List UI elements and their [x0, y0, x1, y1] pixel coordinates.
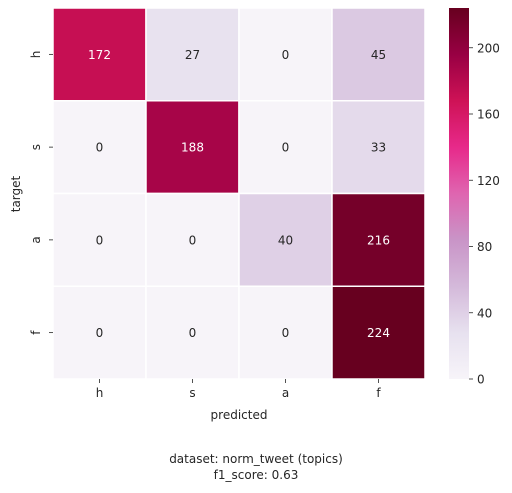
colorbar-tick-label-40: 40	[477, 306, 492, 320]
x-tick-label-s: s	[189, 386, 195, 400]
y-tick-label-f: f	[29, 330, 43, 335]
cell-value-s-s: 188	[181, 141, 204, 155]
y-axis-ticks: h s a f	[29, 51, 53, 335]
cell-value-s-f: 33	[371, 141, 386, 155]
cell-a-f	[331, 192, 426, 287]
cell-value-a-a: 40	[278, 233, 293, 247]
cell-h-s	[145, 7, 240, 102]
cell-value-f-s: 0	[189, 326, 197, 340]
y-tick-label-h: h	[29, 51, 43, 59]
cell-value-a-h: 0	[96, 233, 104, 247]
caption-dataset: dataset: norm_tweet (topics)	[169, 452, 343, 466]
cell-value-a-s: 0	[189, 233, 197, 247]
cell-value-h-s: 27	[185, 48, 200, 62]
cell-s-f	[331, 100, 426, 195]
heatmap-annotations: 172 27 0 45 0 188 0 33 0 0 40 216 0 0 0 224	[88, 48, 390, 340]
colorbar-tick-label-80: 80	[477, 240, 492, 254]
colorbar-tick-label-0: 0	[477, 373, 485, 387]
heatmap-cells	[52, 7, 426, 380]
cell-value-a-f: 216	[367, 233, 390, 247]
cell-value-f-h: 0	[96, 326, 104, 340]
y-tick-label-a: a	[29, 236, 43, 243]
cell-s-s	[145, 100, 240, 195]
cell-h-h	[52, 7, 147, 102]
x-tick-label-a: a	[282, 386, 289, 400]
y-tick-label-s: s	[29, 144, 43, 150]
colorbar-ticks: 0 40 80 120 160 200	[469, 41, 500, 387]
cell-value-f-a: 0	[282, 326, 290, 340]
cell-value-h-h: 172	[88, 48, 111, 62]
cell-value-h-a: 0	[282, 48, 290, 62]
cell-h-a	[238, 7, 333, 102]
caption-f1-score: f1_score: 0.63	[213, 468, 299, 482]
cell-f-s	[145, 285, 240, 380]
colorbar-tick-label-160: 160	[477, 108, 500, 122]
cell-a-s	[145, 192, 240, 287]
colorbar-tick-label-200: 200	[477, 41, 500, 55]
cell-value-f-f: 224	[367, 326, 390, 340]
cell-value-s-a: 0	[282, 141, 290, 155]
x-axis-label: predicted	[211, 408, 268, 422]
cell-value-s-h: 0	[96, 141, 104, 155]
x-tick-label-h: h	[96, 386, 104, 400]
cell-h-f	[331, 7, 426, 102]
x-tick-label-f: f	[376, 386, 381, 400]
colorbar-tick-label-120: 120	[477, 174, 500, 188]
colorbar	[449, 8, 469, 379]
y-axis-label: target	[9, 175, 23, 212]
cell-f-f	[331, 285, 426, 380]
cell-value-h-f: 45	[371, 48, 386, 62]
